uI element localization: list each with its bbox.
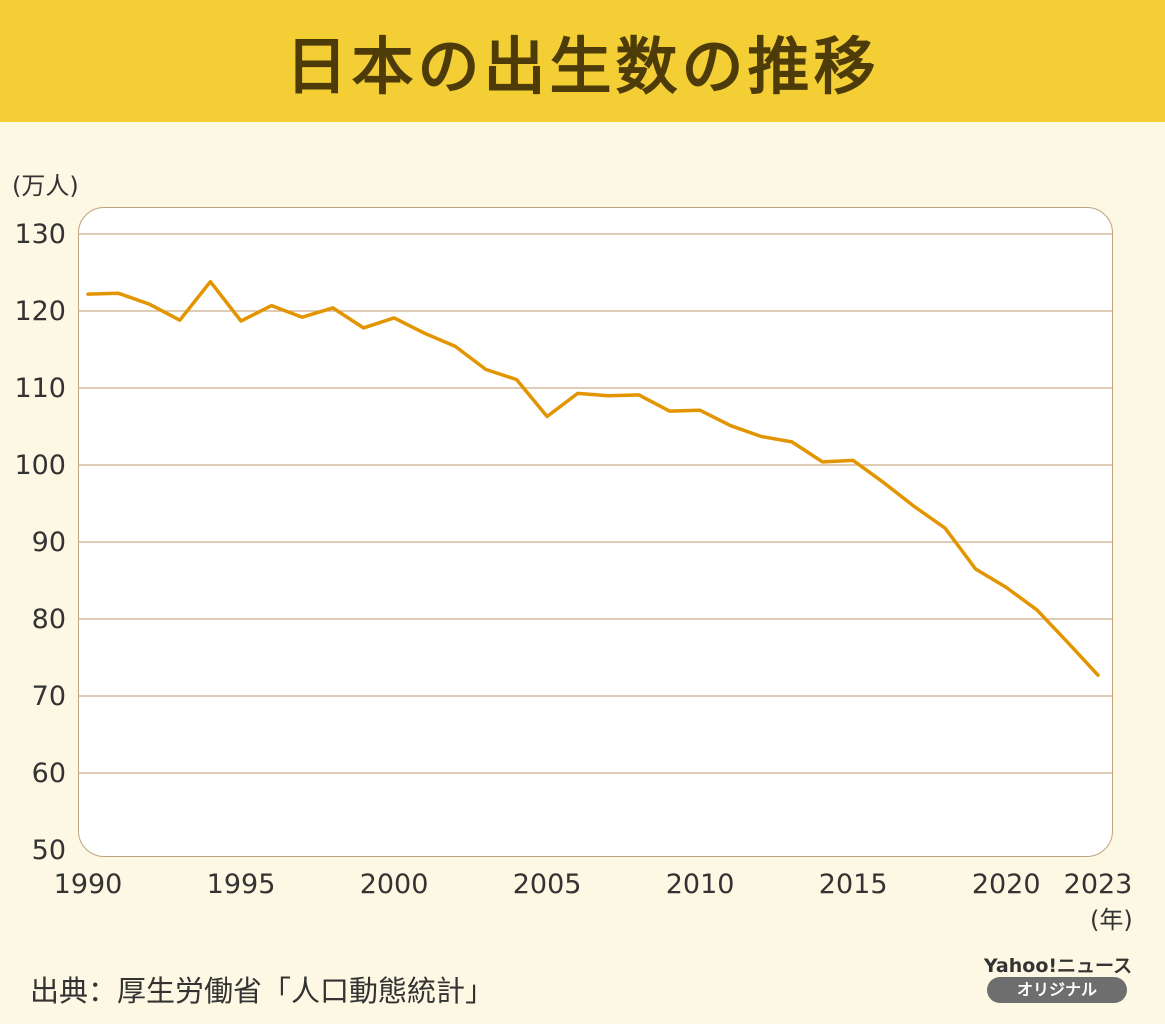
x-tick-label: 2015 — [819, 869, 888, 900]
births-line — [86, 279, 1100, 677]
chart-title: 日本の出生数の推移 — [285, 30, 880, 103]
x-tick-label: 2005 — [513, 869, 582, 900]
x-tick-label: 2023 — [1064, 869, 1133, 900]
y-tick-label: 110 — [14, 373, 66, 404]
source-note: 出典：厚生労働省「人口動態統計」 — [30, 974, 495, 1008]
y-tick-label: 90 — [32, 527, 66, 558]
y-tick-label: 50 — [32, 835, 66, 866]
x-axis-unit-label: (年) — [1090, 906, 1133, 934]
y-tick-label: 100 — [14, 450, 66, 481]
y-tick-label: 80 — [32, 604, 66, 635]
y-tick-label: 60 — [32, 758, 66, 789]
y-axis-ticks: 50 60 70 80 90 100 110 120 130 — [14, 219, 66, 866]
y-tick-label: 70 — [32, 681, 66, 712]
y-tick-label: 130 — [14, 219, 66, 250]
y-axis-unit-label: (万人) — [12, 172, 79, 200]
x-tick-label: 1995 — [207, 869, 276, 900]
x-tick-label: 1990 — [54, 869, 123, 900]
y-tick-label: 120 — [14, 296, 66, 327]
x-axis-ticks: 1990 1995 2000 2005 2010 2015 2020 2023 — [54, 869, 1133, 900]
yahoo-news-logo: Yahoo!ニュース — [983, 955, 1133, 977]
x-tick-label: 2010 — [666, 869, 735, 900]
x-tick-label: 2000 — [360, 869, 429, 900]
original-badge: オリジナル — [987, 977, 1127, 1003]
x-tick-label: 2020 — [972, 869, 1041, 900]
gridlines — [78, 233, 1113, 774]
header-banner: 日本の出生数の推移 — [0, 0, 1165, 122]
